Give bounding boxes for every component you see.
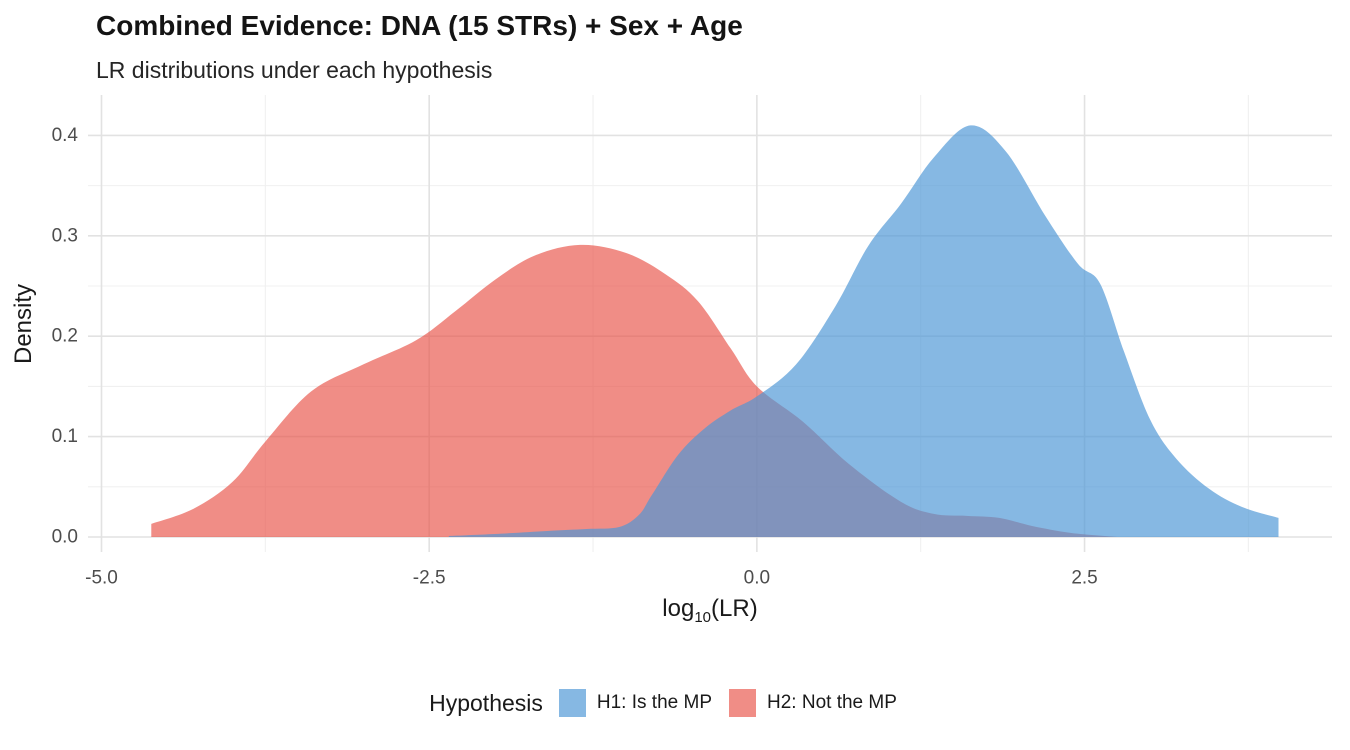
x-axis-title-rest: (LR) [711,595,758,622]
h2-density-area [151,244,1118,537]
legend-swatch-1 [558,689,586,717]
legend-items: H1: Is the MP H2: Not the MP [558,689,897,717]
x-tick-label-0: -5.0 [85,568,118,589]
density-plot: -5.0 -2.5 0.0 2.5 0.0 0.1 0.2 0.3 0.4 [52,95,1332,589]
legend-label-1: H1: Is the MP [596,692,712,713]
y-tick-label-0: 0.0 [52,527,78,548]
chart-title: Combined Evidence: DNA (15 STRs) + Sex +… [96,10,743,41]
y-tick-label-1: 0.1 [52,426,78,447]
x-tick-label-1: -2.5 [413,568,446,589]
legend-title: Hypothesis [429,689,543,716]
x-axis-title: log10(LR) [88,595,1332,626]
y-tick-label-3: 0.3 [52,225,78,246]
h1-density-area [448,125,1279,537]
legend-swatch-2 [729,689,756,717]
chart-subtitle: LR distributions under each hypothesis [96,57,493,83]
x-axis-title-subscript: 10 [694,608,712,626]
y-tick-label-4: 0.4 [52,125,79,146]
y-tick-label-2: 0.2 [52,326,78,347]
x-tick-label-2: 0.0 [744,568,770,589]
legend: Hypothesis H1: Is the MP H2: Not the MP [0,682,1326,724]
y-axis-title: Density [10,283,37,365]
x-axis-title-base: log [662,595,695,622]
x-tick-label-3: 2.5 [1071,568,1097,589]
legend-label-2: H2: Not the MP [767,692,897,713]
legend-item-2: H2: Not the MP [729,689,897,717]
legend-item-1: H1: Is the MP [558,689,712,717]
